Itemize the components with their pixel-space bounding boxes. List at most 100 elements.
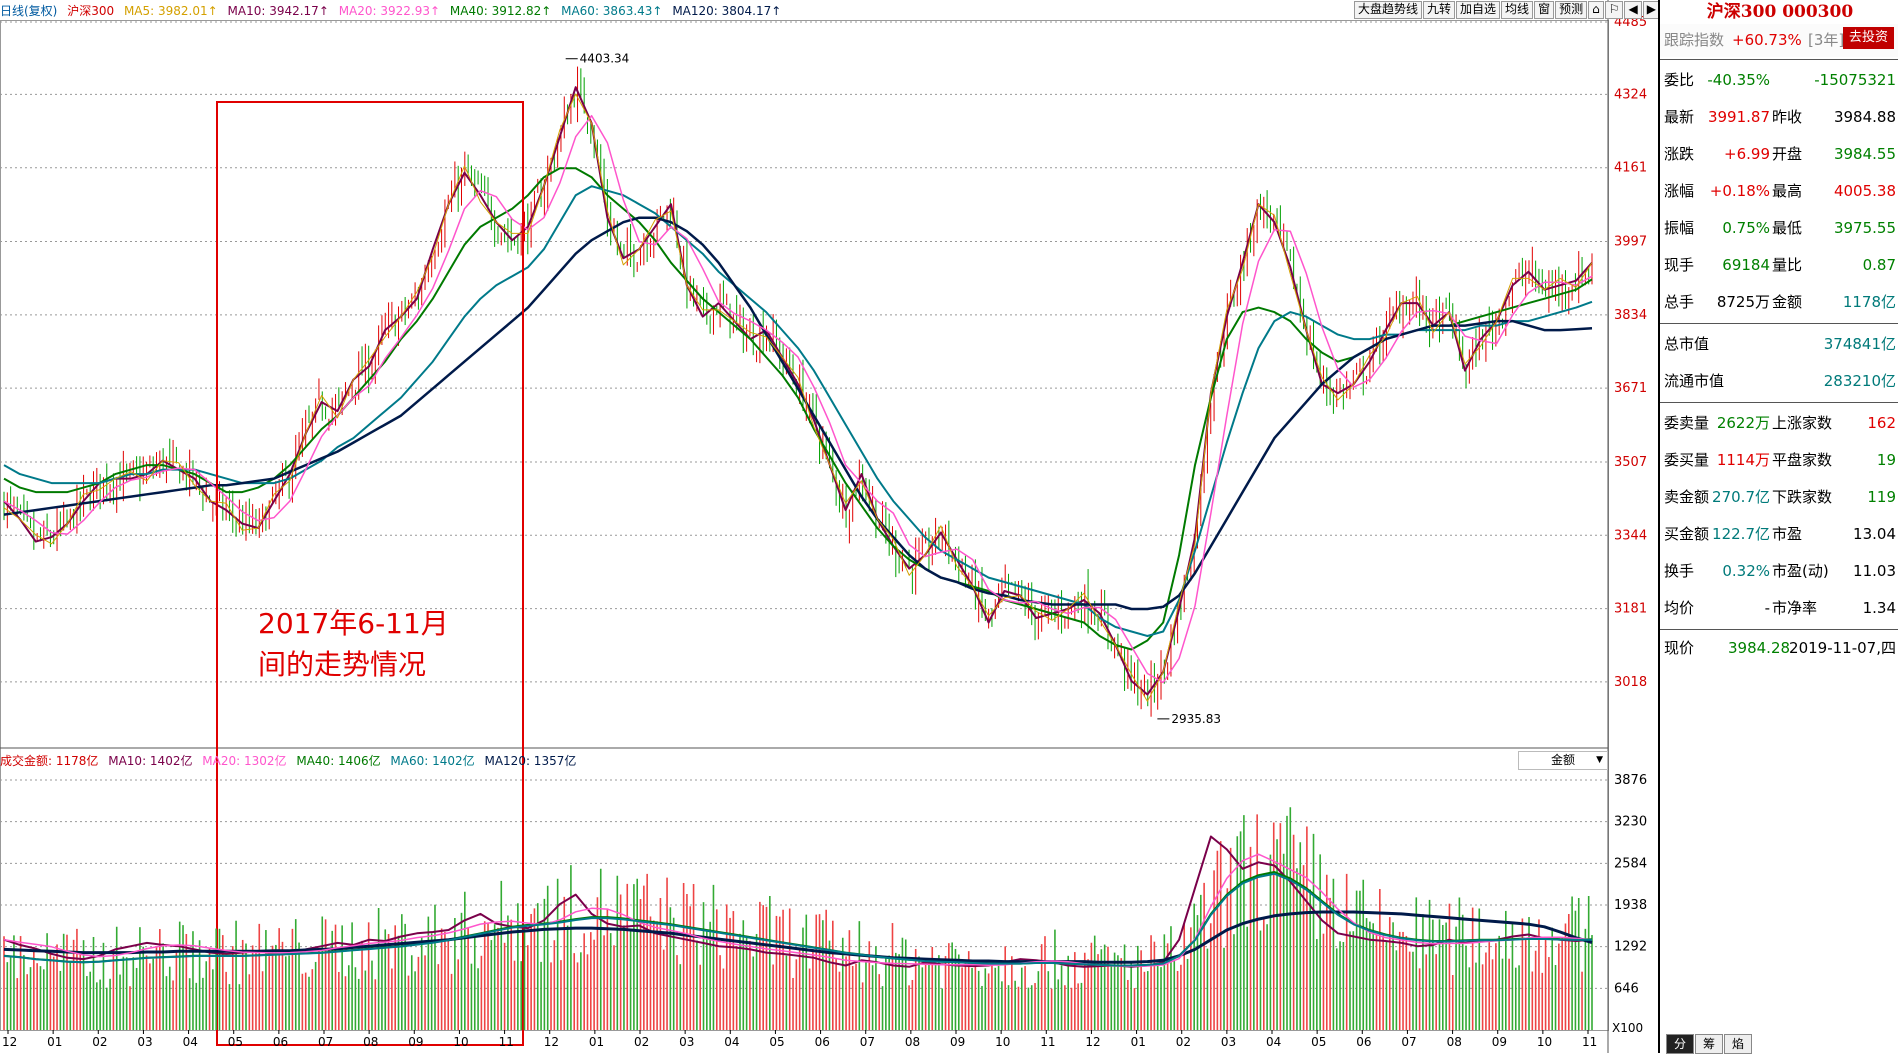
ma40-value: MA40: 3912.82↑ <box>449 4 552 18</box>
home-icon[interactable]: ⌂ <box>1588 1 1604 19</box>
price-tick-label: 3834 <box>1614 308 1647 323</box>
x-tick-label: 04 <box>724 1035 739 1049</box>
volume-tick-label: 2584 <box>1614 856 1647 871</box>
ma-button[interactable]: 均线 <box>1501 1 1534 19</box>
quote-value: 0.75% <box>1722 219 1770 237</box>
x-tick-label: 03 <box>137 1035 152 1049</box>
price-ma10-line <box>3 86 1593 696</box>
detail-value: 0.32% <box>1722 562 1770 580</box>
divider <box>1660 59 1898 60</box>
x-tick-label: 02 <box>92 1035 107 1049</box>
quote-row: 委比 -40.35% -15075321 <box>1660 62 1898 99</box>
vol-ma120-value: MA120: 1357亿 <box>484 754 577 768</box>
volume-ma120-line <box>3 910 1593 964</box>
detail-value: - <box>1764 599 1770 617</box>
quote-label: 最新 <box>1664 108 1695 126</box>
x-tick-label: 09 <box>950 1035 965 1049</box>
indicator-select-value: 金额 <box>1550 753 1575 767</box>
period-label[interactable]: 日线(复权) <box>0 4 58 18</box>
cap-value: 374841亿 <box>1823 335 1896 353</box>
detail-label: 卖金额 <box>1664 488 1710 506</box>
detail-label: 委买量 <box>1664 451 1710 469</box>
x-tick-label: 04 <box>183 1035 198 1049</box>
quote-value: +0.18% <box>1709 182 1770 200</box>
x-tick-label: 08 <box>1447 1035 1462 1049</box>
tab-flame[interactable]: 焰 <box>1724 1034 1752 1054</box>
tab-timeshare[interactable]: 分 <box>1666 1034 1694 1054</box>
quote-label: 总手 <box>1664 293 1695 311</box>
detail-value: 19 <box>1876 451 1896 469</box>
quote-label: 委比 <box>1664 71 1695 89</box>
x-tick-label: 11 <box>1040 1035 1055 1049</box>
detail-label: 上涨家数 <box>1772 414 1833 432</box>
main-chart[interactable]: 4485432441613997383436713507334431813018… <box>0 0 1658 1053</box>
window-button[interactable]: 窗 <box>1534 1 1555 19</box>
ma5-value: MA5: 3982.01↑ <box>123 4 218 18</box>
track-period: [3年] <box>1808 31 1845 49</box>
quote-label: 现手 <box>1664 256 1695 274</box>
forecast-button[interactable]: 预测 <box>1555 1 1588 19</box>
x-tick-label: 06 <box>815 1035 830 1049</box>
nine-turn-button[interactable]: 九转 <box>1423 1 1456 19</box>
prev-icon[interactable]: ◀ <box>1624 1 1642 19</box>
cap-label: 流通市值 <box>1664 372 1725 390</box>
x-tick-label: 10 <box>1537 1035 1552 1049</box>
detail-label: 均价 <box>1664 599 1695 617</box>
quote-title: 沪深300 000300 <box>1706 2 1854 22</box>
quote-value: -40.35% <box>1707 71 1770 89</box>
invest-button[interactable]: 去投资 <box>1842 27 1894 49</box>
x-tick-label: 12 <box>1085 1035 1100 1049</box>
detail-value: 13.04 <box>1853 525 1896 543</box>
detail-rows: 委卖量 2622万 上涨家数 162 委买量 1114万 平盘家数 19 卖金额 270.7亿 下跌… <box>1660 405 1898 627</box>
track-label: 跟踪指数 <box>1664 31 1725 49</box>
price-ma60-line <box>3 185 1593 637</box>
quote-panel: 沪深300 000300 跟踪指数 +60.73% [3年] 去投资 委比 -40… <box>1658 0 1898 1053</box>
indicator-select[interactable]: 金额 ▼ <box>1518 751 1608 770</box>
cap-value: 283210亿 <box>1823 372 1896 390</box>
divider <box>1660 629 1898 630</box>
quote-value: 1178亿 <box>1842 293 1896 311</box>
chevron-down-icon: ▼ <box>1596 755 1603 765</box>
quote-value: +6.99 <box>1724 145 1770 163</box>
price-tick-label: 3507 <box>1614 455 1647 470</box>
detail-value: 119 <box>1867 488 1896 506</box>
detail-row: 换手 0.32% 市盈(动) 11.03 <box>1660 553 1898 590</box>
price-ma-legend: 日线(复权) 沪深300 MA5: 3982.01↑ MA10: 3942.17… <box>0 2 787 18</box>
volume-unit-label: X100 <box>1612 1021 1643 1035</box>
note-line-1: 2017年6-11月 <box>258 607 449 640</box>
x-tick-label: 04 <box>1266 1035 1281 1049</box>
add-watchlist-button[interactable]: 加自选 <box>1456 1 1501 19</box>
x-tick-label: 02 <box>1176 1035 1191 1049</box>
quote-value: 4005.38 <box>1833 182 1896 200</box>
quote-label: 昨收 <box>1772 108 1803 126</box>
detail-row: 均价 - 市净率 1.34 <box>1660 590 1898 627</box>
quote-label: 涨跌 <box>1664 145 1695 163</box>
divider <box>1660 323 1898 324</box>
detail-label: 市净率 <box>1772 599 1818 617</box>
price-tick-label: 4324 <box>1614 87 1647 102</box>
vol-ma60-value: MA60: 1402亿 <box>390 754 475 768</box>
trend-line-button[interactable]: 大盘趋势线 <box>1354 1 1423 19</box>
x-tick-label: 06 <box>273 1035 288 1049</box>
quote-value: 3991.87 <box>1707 108 1770 126</box>
price-tick-label: 3997 <box>1614 235 1647 250</box>
ma60-value: MA60: 3863.43↑ <box>561 4 663 18</box>
volume-ma60-line <box>3 872 1593 967</box>
detail-row: 买金额 122.7亿 市盈 13.04 <box>1660 516 1898 553</box>
x-tick-label: 11 <box>499 1035 514 1049</box>
x-tick-label: 02 <box>634 1035 649 1049</box>
quote-row: 总手 8725万 金额 1178亿 <box>1660 284 1898 321</box>
tab-chips[interactable]: 筹 <box>1695 1034 1723 1054</box>
candles <box>3 66 1593 717</box>
quote-row: 涨幅 +0.18% 最高 4005.38 <box>1660 173 1898 210</box>
x-tick-label: 11 <box>1582 1035 1597 1049</box>
quote-rows: 委比 -40.35% -15075321 最新 3991.87 昨收 3984.88 涨跌 +6… <box>1660 62 1898 321</box>
x-tick-label: 10 <box>453 1035 468 1049</box>
price-ma120-line <box>3 216 1593 611</box>
x-tick-label: 01 <box>1131 1035 1146 1049</box>
price-ma20-line <box>3 114 1593 684</box>
quote-value: 0.87 <box>1862 256 1896 274</box>
vol-ma10-value: MA10: 1402亿 <box>108 754 193 768</box>
x-tick-label: 01 <box>589 1035 604 1049</box>
flag-icon[interactable]: ⚐ <box>1604 1 1624 19</box>
